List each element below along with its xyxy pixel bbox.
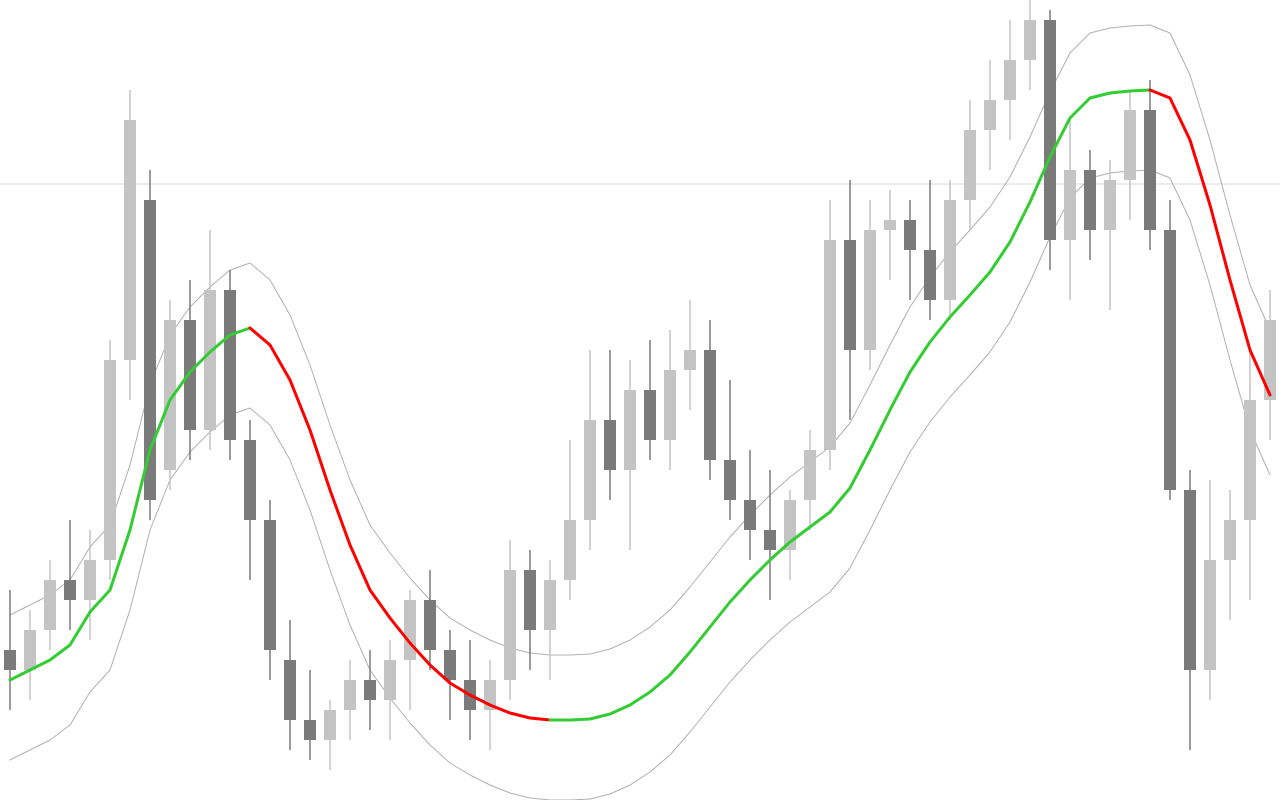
ma-line xyxy=(548,88,1152,722)
candle-body xyxy=(504,570,516,680)
candle-body xyxy=(584,420,596,520)
candle-body xyxy=(604,420,616,470)
candle-body xyxy=(424,600,436,650)
ma-line xyxy=(8,326,252,682)
candle-body xyxy=(84,560,96,600)
candle-body xyxy=(744,500,756,530)
candle-body xyxy=(804,450,816,500)
candle-body xyxy=(144,200,156,500)
candle-body xyxy=(1104,180,1116,230)
candle-body xyxy=(184,320,196,430)
candle-body xyxy=(304,720,316,740)
candle-body xyxy=(44,580,56,630)
candle-body xyxy=(524,570,536,630)
candle-body xyxy=(384,660,396,700)
candle-body xyxy=(944,200,956,300)
candle-body xyxy=(364,680,376,700)
candle-body xyxy=(1264,320,1276,400)
candle-body xyxy=(664,370,676,440)
candle-body xyxy=(324,710,336,740)
candle-body xyxy=(64,580,76,600)
candle-body xyxy=(1184,490,1196,670)
candle-body xyxy=(684,350,696,370)
candle-body xyxy=(544,580,556,630)
candle-body xyxy=(864,230,876,350)
ma-line xyxy=(248,326,552,722)
candle-body xyxy=(624,390,636,470)
candle-body xyxy=(204,290,216,430)
band-lower xyxy=(9,169,1271,800)
candle-body xyxy=(1244,400,1256,520)
candle-body xyxy=(644,390,656,440)
candle-body xyxy=(564,520,576,580)
candle-body xyxy=(1124,110,1136,180)
candle-body xyxy=(1024,20,1036,60)
candle-body xyxy=(1004,60,1016,100)
candle-body xyxy=(844,240,856,350)
candle-body xyxy=(724,460,736,500)
candle-body xyxy=(224,290,236,440)
candle-body xyxy=(1044,20,1056,240)
candle-body xyxy=(884,220,896,230)
candle-body xyxy=(164,320,176,470)
candle-body xyxy=(284,660,296,720)
candle-body xyxy=(904,220,916,250)
candle-body xyxy=(4,650,16,670)
candle-body xyxy=(1224,520,1236,560)
candle-body xyxy=(264,520,276,650)
candle-body xyxy=(964,130,976,200)
candle-body xyxy=(1164,230,1176,490)
candle-body xyxy=(1144,110,1156,230)
candle-body xyxy=(984,100,996,130)
candle-body xyxy=(24,630,36,670)
candle-body xyxy=(1204,560,1216,670)
candle-body xyxy=(1084,170,1096,230)
band-upper xyxy=(9,24,1271,656)
ma-line xyxy=(1148,88,1272,397)
candle-body xyxy=(824,240,836,450)
candle-body xyxy=(784,500,796,550)
candle-body xyxy=(404,600,416,660)
candle-body xyxy=(444,650,456,680)
candle-body xyxy=(924,250,936,300)
candle-body xyxy=(104,360,116,560)
candle-body xyxy=(344,680,356,710)
candle-body xyxy=(764,530,776,550)
candle-body xyxy=(704,350,716,460)
candle-body xyxy=(1064,170,1076,240)
candle-body xyxy=(124,120,136,360)
candle-body xyxy=(244,440,256,520)
